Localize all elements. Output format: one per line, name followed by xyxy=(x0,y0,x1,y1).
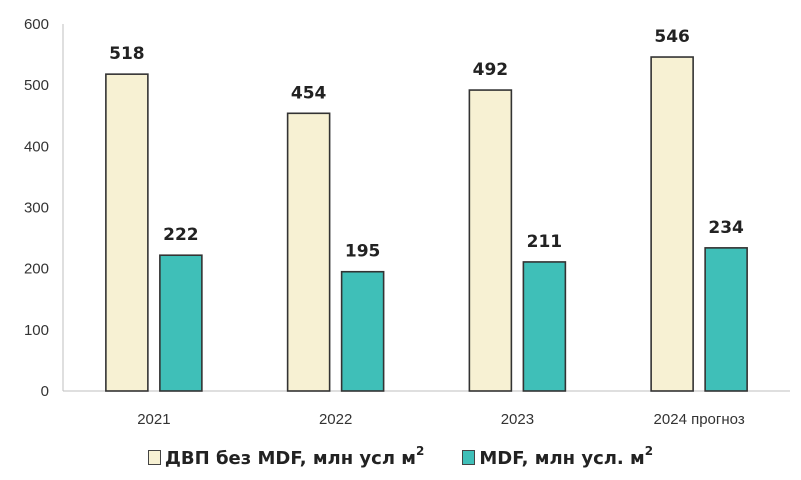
x-tick-labels: 2021 2022 2023 2024 прогноз xyxy=(137,411,745,428)
bar-mdf xyxy=(340,270,385,392)
bar-dvp xyxy=(105,73,149,392)
bar-mdf xyxy=(159,254,203,392)
data-label-dvp: 492 xyxy=(473,60,509,80)
x-tick-label: 2022 xyxy=(319,411,352,428)
y-tick-label: 300 xyxy=(24,200,49,217)
legend-swatch-mdf xyxy=(462,450,476,465)
y-tick-label: 200 xyxy=(24,261,49,278)
legend-label-mdf: MDF, млн усл. м2 xyxy=(479,444,654,469)
x-tick-label: 2024 прогноз xyxy=(654,411,745,428)
data-label-mdf: 222 xyxy=(163,225,199,245)
y-tick-label: 400 xyxy=(24,138,49,155)
y-tick-label: 500 xyxy=(24,77,49,94)
bar-dvp xyxy=(286,112,331,392)
bar-mdf xyxy=(704,247,748,392)
bar-dvp xyxy=(468,89,513,392)
data-label-dvp: 518 xyxy=(109,44,145,64)
data-label-mdf: 234 xyxy=(708,218,744,238)
data-label-mdf: 195 xyxy=(345,242,381,262)
legend-label-dvp: ДВП без MDF, млн усл м2 xyxy=(164,444,425,469)
data-label-dvp: 454 xyxy=(291,83,327,103)
data-labels-group: 518 222 454 195 492 211 546 234 xyxy=(109,27,744,262)
data-label-dvp: 546 xyxy=(654,27,690,47)
data-label-mdf: 211 xyxy=(527,232,563,252)
bar-dvp xyxy=(650,56,694,392)
legend-item-dvp: ДВП без MDF, млн усл м2 xyxy=(147,444,425,469)
y-tick-labels: 0 100 200 300 400 500 600 xyxy=(24,16,49,400)
legend-item-mdf: MDF, млн усл. м2 xyxy=(462,444,654,469)
bars-group xyxy=(105,56,748,392)
y-tick-label: 0 xyxy=(41,383,49,400)
y-tick-label: 100 xyxy=(24,322,49,339)
y-tick-label: 600 xyxy=(24,16,49,33)
x-tick-label: 2021 xyxy=(137,411,170,428)
legend-swatch-dvp xyxy=(147,450,161,465)
legend: ДВП без MDF, млн усл м2 MDF, млн усл. м2 xyxy=(0,444,801,469)
x-tick-label: 2023 xyxy=(501,411,534,428)
bar-mdf xyxy=(522,261,567,392)
